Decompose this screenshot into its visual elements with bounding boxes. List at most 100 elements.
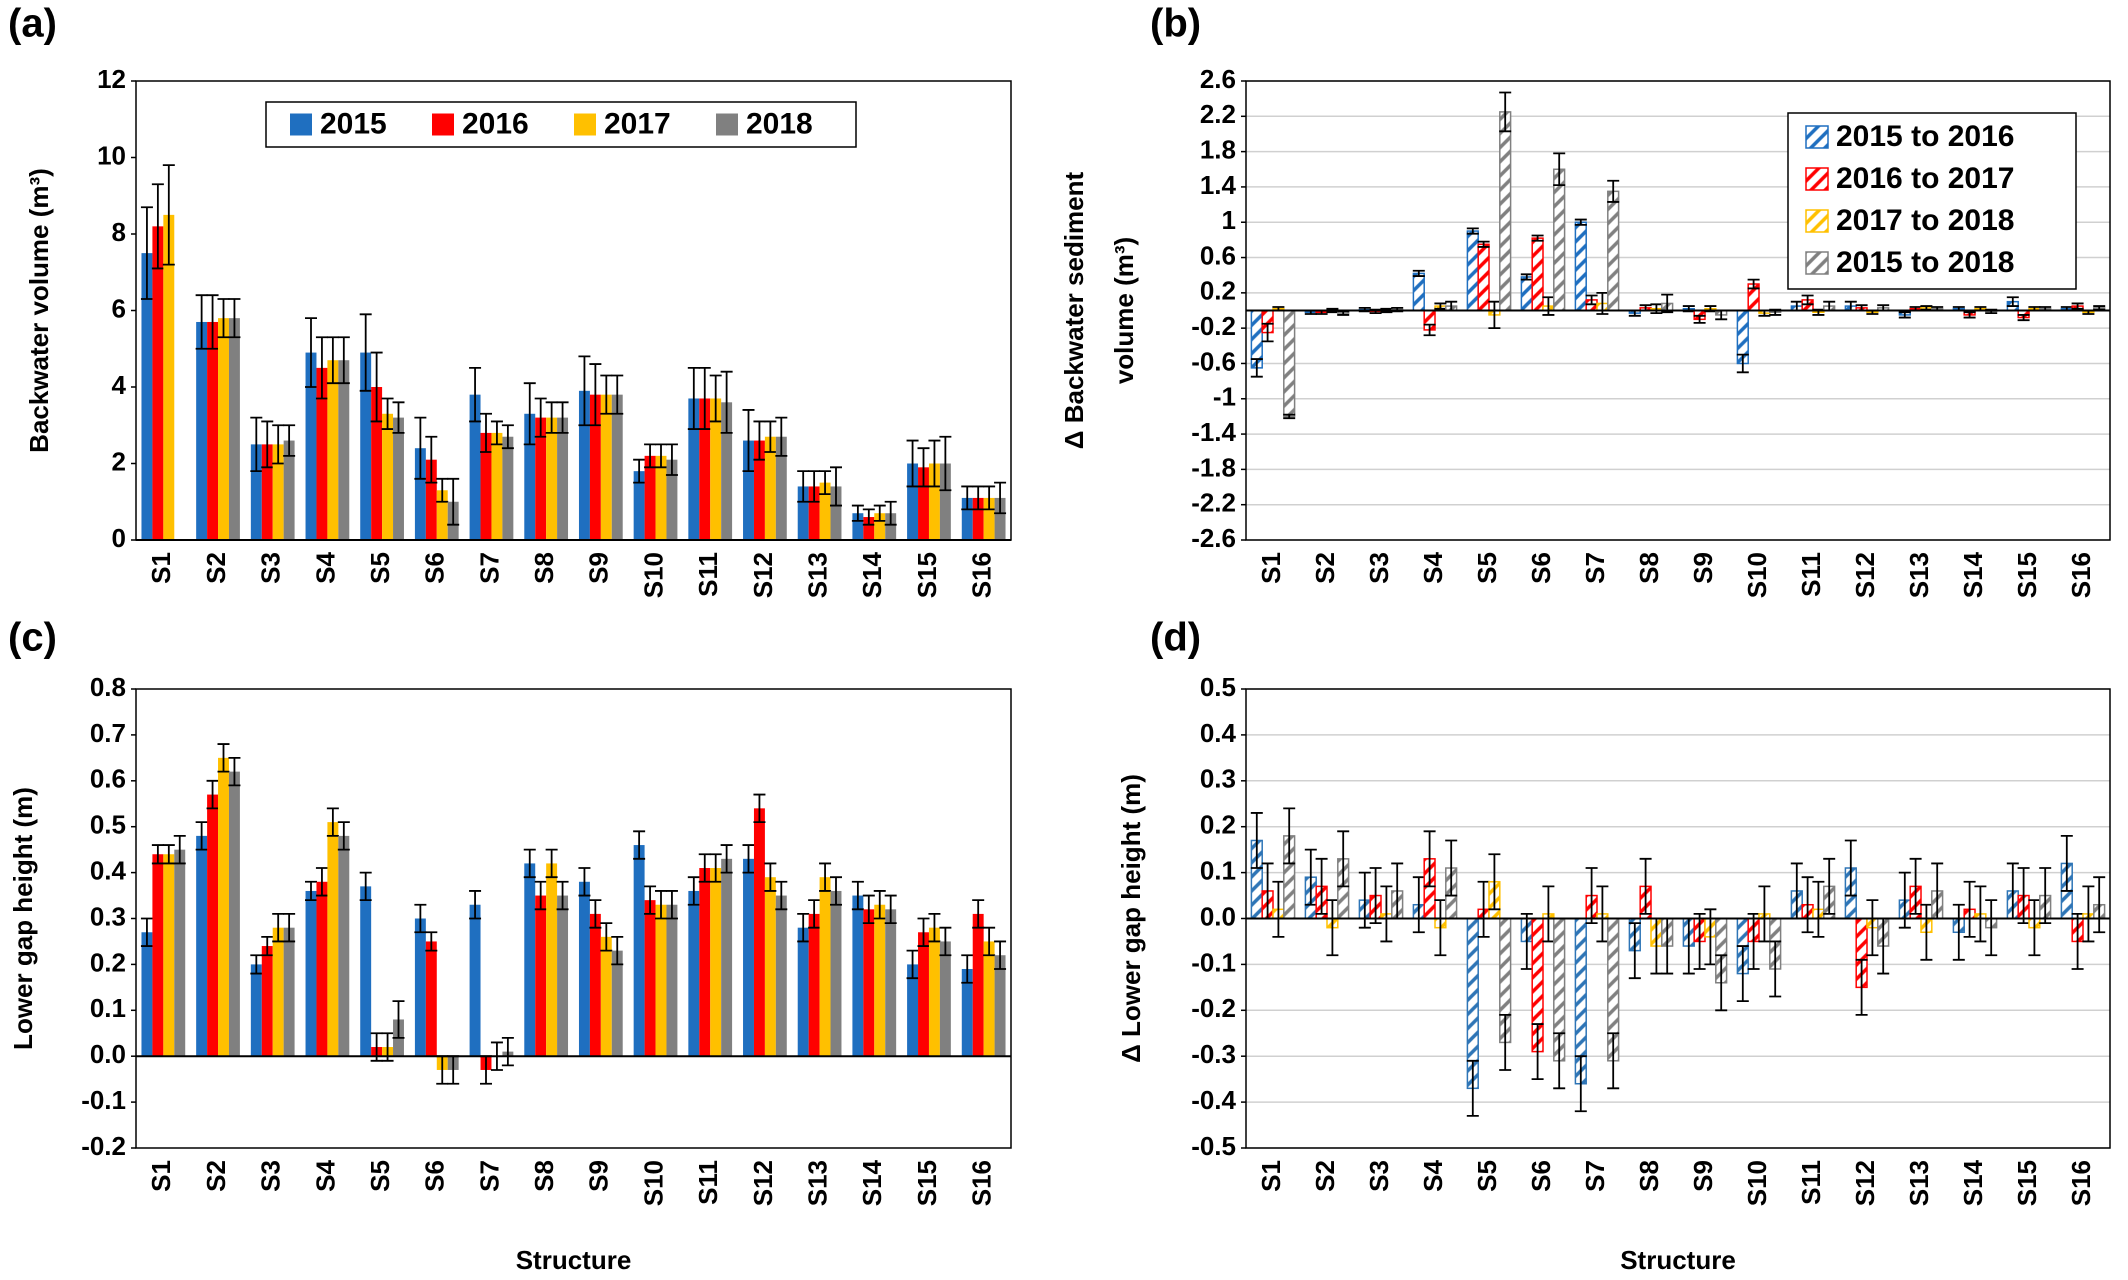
bar [261, 946, 273, 1057]
x-tick-label: S1 [146, 1160, 176, 1192]
plot-frame [135, 80, 1012, 541]
error-bar [425, 931, 438, 952]
error-bar [644, 885, 657, 915]
bar [797, 927, 809, 1057]
bar [699, 398, 711, 540]
legend-swatch [1805, 209, 1829, 233]
x-tick-label: S14 [857, 551, 887, 598]
bar [600, 936, 612, 1057]
x-tick-label: S4 [1418, 1159, 1448, 1191]
error-bar [1531, 234, 1544, 242]
error-bar [1909, 857, 1922, 915]
error-bar [808, 470, 821, 503]
y-tick-label: 0.4 [1200, 718, 1237, 748]
bar [250, 964, 262, 1057]
error-bar [1758, 885, 1771, 943]
y-tick-label: 1.8 [1200, 134, 1236, 164]
x-tick-label: S3 [256, 1160, 286, 1192]
y-tick-label: 2.2 [1200, 99, 1236, 129]
error-bar [1596, 885, 1609, 943]
bar [502, 436, 514, 540]
x-tick-label: S12 [1850, 552, 1880, 598]
error-bar [873, 504, 886, 522]
error-bar [545, 848, 558, 879]
bar [830, 890, 842, 1057]
bar [808, 913, 820, 1057]
error-bar [1499, 91, 1512, 133]
error-bar [633, 458, 646, 484]
bar [141, 932, 153, 1057]
bar [961, 497, 973, 540]
bar [360, 886, 372, 1057]
error-bar [206, 294, 219, 350]
error-bar [2028, 899, 2041, 957]
x-tick-label: S6 [420, 1160, 450, 1192]
error-bar [1855, 958, 1868, 1016]
x-tick-label: S9 [584, 552, 614, 584]
x-tick-label: S5 [1472, 1160, 1502, 1192]
bar [1412, 272, 1425, 312]
error-bar [1747, 913, 1760, 970]
error-bar [1693, 913, 1706, 970]
bar [196, 835, 208, 1057]
bar [983, 941, 995, 1057]
error-bar [589, 899, 602, 929]
error-bar [305, 317, 317, 388]
error-bar [1650, 303, 1663, 315]
y-tick-label: -0.5 [1191, 1131, 1236, 1161]
y-tick-label: -0.6 [1191, 346, 1236, 376]
bar [633, 471, 645, 540]
x-axis-label: Structure [516, 1245, 632, 1275]
error-bar [1920, 903, 1933, 961]
x-tick-label: S16 [967, 1160, 997, 1206]
bar [775, 895, 787, 1057]
error-bar [611, 935, 624, 966]
x-tick-label: S4 [1418, 551, 1448, 583]
error-bar [1423, 830, 1436, 888]
bar [371, 387, 383, 540]
x-tick-label: S11 [1796, 552, 1826, 597]
error-bar [1466, 1059, 1479, 1117]
bar [436, 490, 448, 540]
y-axis-label: Δ Backwater sediment [1059, 171, 1089, 449]
y-tick-label: 0.6 [90, 764, 126, 794]
error-bar [1250, 358, 1263, 378]
error-bar [687, 876, 700, 906]
error-bar [742, 409, 755, 473]
error-bar [709, 853, 722, 883]
error-bar [589, 363, 602, 427]
error-bar [261, 935, 274, 957]
bar [196, 321, 208, 540]
error-bar [600, 922, 613, 952]
bar [316, 881, 328, 1057]
legend-swatch [290, 113, 312, 136]
x-tick-label: S13 [802, 552, 832, 598]
legend-swatch [574, 113, 596, 136]
error-bar [1488, 853, 1501, 911]
bar [469, 904, 481, 1057]
error-bar [195, 821, 208, 851]
bar [524, 863, 536, 1057]
x-tick-label: S13 [802, 1160, 832, 1206]
error-bar [414, 416, 427, 480]
x-tick-label: S7 [474, 552, 504, 584]
x-tick-label: S5 [365, 552, 395, 584]
panel-label: (c) [8, 616, 57, 660]
error-bar [272, 424, 285, 465]
error-bar [851, 880, 864, 911]
y-tick-label: 0.5 [1200, 672, 1236, 702]
x-tick-label: S12 [1850, 1160, 1880, 1206]
error-bar [206, 779, 219, 810]
error-bar [337, 336, 350, 385]
bar [414, 918, 426, 1057]
error-bar [359, 871, 372, 902]
bar [589, 394, 601, 540]
x-tick-label: S12 [748, 1160, 778, 1206]
error-bar [742, 844, 755, 874]
y-axis-label: Backwater volume (m³) [24, 168, 54, 453]
error-bar [884, 500, 897, 526]
error-bar [195, 294, 208, 350]
x-tick-label: S4 [310, 551, 340, 583]
panel-label: (d) [1150, 616, 1201, 660]
